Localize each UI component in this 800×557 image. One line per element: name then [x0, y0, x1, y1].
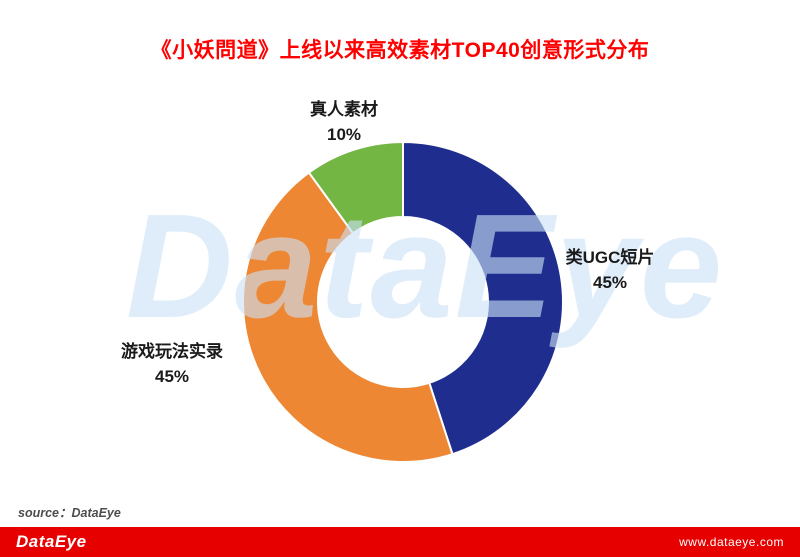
- slice-percent-text: 45%: [154, 366, 190, 386]
- footer-website: www.dataeye.com: [679, 535, 784, 549]
- footer-bar: DataEye www.dataeye.com: [0, 527, 800, 557]
- slice-label-text: 游戏玩法实录: [121, 342, 223, 361]
- pie-slice-1: [242, 171, 454, 463]
- pie-slice-0: [402, 140, 564, 456]
- pie-slice-2: [307, 140, 404, 235]
- dataeye-logo: DataEye: [16, 532, 87, 551]
- donut-chart-svg: [242, 140, 564, 463]
- source-note: source：DataEye: [18, 506, 121, 520]
- slice-percent-text: 45%: [592, 272, 628, 292]
- slice-label-text: 真人素材: [310, 100, 378, 119]
- slice-percent-text: 10%: [326, 124, 362, 144]
- slice-label-text: 类UGC短片: [565, 248, 655, 267]
- slice-label-real-person: 真人素材 10%: [279, 98, 409, 147]
- slice-label-gameplay: 游戏玩法实录 45%: [107, 340, 237, 389]
- chart-title: 《小妖問道》上线以来高效素材TOP40创意形式分布: [150, 39, 650, 62]
- slice-label-ugc-short: 类UGC短片 45%: [545, 246, 675, 295]
